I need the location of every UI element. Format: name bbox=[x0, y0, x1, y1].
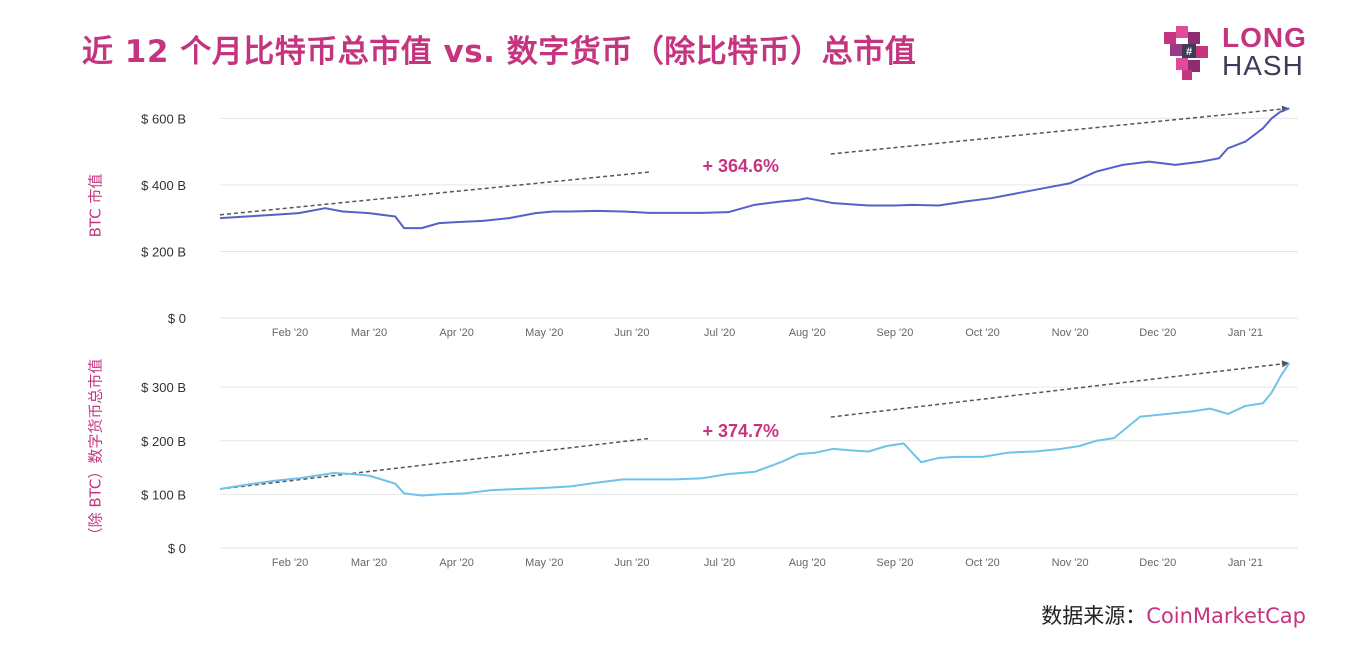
btc-xtick-label: Jan '21 bbox=[1228, 327, 1263, 339]
alt-xtick-label: Jan '21 bbox=[1228, 557, 1263, 569]
alt-trend-arrow bbox=[1281, 360, 1290, 368]
btc-xtick-label: Aug '20 bbox=[789, 327, 826, 339]
alt-ytick-label: $ 0 bbox=[168, 541, 186, 556]
logo-text-long: LONG bbox=[1222, 22, 1307, 53]
btc-xtick-label: May '20 bbox=[525, 327, 563, 339]
alt-trend-line bbox=[830, 362, 1290, 418]
alt-ytick-label: $ 100 B bbox=[141, 487, 186, 502]
alt-xtick-label: Aug '20 bbox=[789, 557, 826, 569]
alt-series-line bbox=[219, 362, 1291, 497]
btc-xtick-label: Jun '20 bbox=[614, 327, 649, 339]
alt-xtick-label: Dec '20 bbox=[1139, 557, 1176, 569]
longhash-logo: # LONG HASH bbox=[1160, 22, 1320, 82]
alt-growth-annotation: + 374.7% bbox=[703, 421, 780, 441]
alt-trend-line bbox=[219, 437, 651, 490]
btc-trend-line bbox=[830, 107, 1290, 155]
source-label: 数据来源： bbox=[1041, 604, 1147, 628]
btc-xtick-label: Jul '20 bbox=[704, 327, 735, 339]
logo-text-hash: HASH bbox=[1222, 50, 1304, 81]
btc-xtick-label: Oct '20 bbox=[965, 327, 1000, 339]
btc-ytick-label: $ 200 B bbox=[141, 244, 186, 259]
alt-ytick-label: $ 300 B bbox=[141, 380, 186, 395]
btc-xtick-label: Nov '20 bbox=[1052, 327, 1089, 339]
btc-growth-annotation: + 364.6% bbox=[703, 156, 780, 176]
alt-ytick-label: $ 200 B bbox=[141, 434, 186, 449]
alt-xtick-label: May '20 bbox=[525, 557, 563, 569]
alt-xtick-label: Jun '20 bbox=[614, 557, 649, 569]
alt-xtick-label: Mar '20 bbox=[351, 557, 387, 569]
alt-xtick-label: Feb '20 bbox=[272, 557, 308, 569]
svg-text:#: # bbox=[1186, 46, 1192, 58]
altcoin-market-cap-chart: $ 300 B $ 200 B $ 100 B $ 0 Feb '20 Mar '20 Ap… bbox=[141, 360, 1298, 569]
btc-trend-line bbox=[219, 171, 651, 216]
alt-xtick-label: Apr '20 bbox=[439, 557, 474, 569]
btc-series-line bbox=[219, 107, 1290, 230]
btc-xtick-label: Feb '20 bbox=[272, 327, 308, 339]
page-title: 近 12 个月比特币总市值 vs. 数字货币（除比特币）总市值 bbox=[82, 34, 917, 70]
alt-xtick-label: Nov '20 bbox=[1052, 557, 1089, 569]
logo-cube-icon: # bbox=[1164, 26, 1208, 80]
btc-ytick-label: $ 600 B bbox=[141, 111, 186, 126]
btc-ytick-label: $ 0 bbox=[168, 311, 186, 326]
alt-xtick-label: Jul '20 bbox=[704, 557, 735, 569]
btc-xtick-label: Dec '20 bbox=[1139, 327, 1176, 339]
data-source: 数据来源：CoinMarketCap bbox=[1041, 600, 1306, 630]
alt-xtick-label: Oct '20 bbox=[965, 557, 1000, 569]
btc-xtick-label: Mar '20 bbox=[351, 327, 387, 339]
btc-market-cap-chart: $ 600 B $ 400 B $ 200 B $ 0 Feb '20 Mar '20 Ap… bbox=[141, 105, 1298, 339]
btc-xtick-label: Sep '20 bbox=[876, 327, 913, 339]
alt-xtick-label: Sep '20 bbox=[876, 557, 913, 569]
btc-xtick-label: Apr '20 bbox=[439, 327, 474, 339]
source-name: CoinMarketCap bbox=[1146, 604, 1306, 628]
btc-ytick-label: $ 400 B bbox=[141, 178, 186, 193]
